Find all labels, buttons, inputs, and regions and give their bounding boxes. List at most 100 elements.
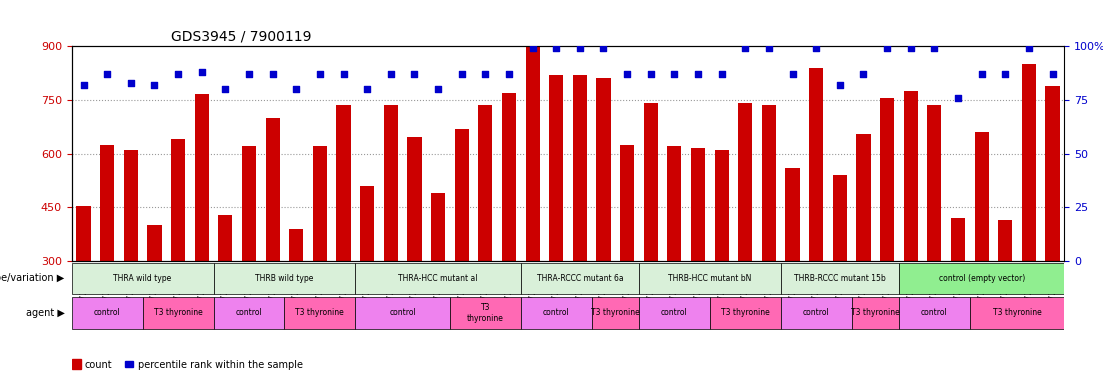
Point — [737, 45, 754, 51]
FancyBboxPatch shape — [852, 297, 899, 328]
FancyBboxPatch shape — [355, 263, 521, 294]
Point — [689, 71, 707, 77]
Point — [760, 45, 778, 51]
FancyBboxPatch shape — [285, 297, 355, 328]
Bar — [856, 134, 870, 261]
Bar — [360, 186, 374, 261]
Text: control: control — [921, 308, 947, 318]
Point — [619, 71, 636, 77]
Bar — [100, 145, 115, 261]
Point — [784, 71, 802, 77]
Point — [855, 71, 872, 77]
Point — [500, 71, 517, 77]
Bar — [407, 137, 421, 261]
Bar — [572, 75, 587, 261]
Bar — [125, 361, 133, 367]
Text: T3
thyronine: T3 thyronine — [467, 303, 504, 323]
Bar — [785, 168, 800, 261]
Bar — [715, 150, 729, 261]
Point — [1043, 71, 1061, 77]
FancyBboxPatch shape — [781, 297, 852, 328]
Bar — [148, 225, 161, 261]
FancyBboxPatch shape — [899, 297, 970, 328]
Text: control: control — [236, 308, 263, 318]
Bar — [880, 98, 895, 261]
Point — [878, 45, 896, 51]
Text: THRA wild type: THRA wild type — [114, 274, 172, 283]
Bar — [525, 46, 539, 261]
Text: T3 thyronine: T3 thyronine — [721, 308, 770, 318]
Bar — [644, 103, 657, 261]
Point — [216, 86, 234, 92]
Point — [75, 82, 93, 88]
Point — [925, 45, 943, 51]
FancyBboxPatch shape — [214, 297, 285, 328]
Text: GDS3945 / 7900119: GDS3945 / 7900119 — [171, 30, 311, 43]
Text: control: control — [543, 308, 569, 318]
Bar — [762, 105, 777, 261]
FancyBboxPatch shape — [781, 263, 899, 294]
Bar — [384, 105, 398, 261]
Point — [831, 82, 848, 88]
Text: control: control — [803, 308, 829, 318]
FancyBboxPatch shape — [521, 297, 591, 328]
Point — [950, 94, 967, 101]
Text: T3 thyronine: T3 thyronine — [153, 308, 203, 318]
Point — [358, 86, 376, 92]
Point — [146, 82, 163, 88]
Bar — [549, 75, 564, 261]
FancyBboxPatch shape — [72, 297, 142, 328]
Bar — [124, 150, 138, 261]
Point — [193, 69, 211, 75]
Bar — [336, 105, 351, 261]
Point — [264, 71, 281, 77]
Text: control (empty vector): control (empty vector) — [939, 274, 1025, 283]
Point — [524, 45, 542, 51]
Point — [547, 45, 565, 51]
Text: control: control — [94, 308, 120, 318]
Point — [973, 71, 990, 77]
Text: THRB wild type: THRB wild type — [255, 274, 313, 283]
Bar — [1021, 64, 1036, 261]
Bar — [479, 105, 492, 261]
FancyBboxPatch shape — [142, 297, 214, 328]
Bar — [454, 129, 469, 261]
Bar — [218, 215, 233, 261]
Text: THRA-HCC mutant al: THRA-HCC mutant al — [398, 274, 478, 283]
Point — [311, 71, 329, 77]
Text: control: control — [661, 308, 688, 318]
Bar — [667, 146, 682, 261]
Text: T3 thyronine: T3 thyronine — [591, 308, 640, 318]
Bar — [810, 68, 823, 261]
Bar — [951, 218, 965, 261]
Text: T3 thyronine: T3 thyronine — [993, 308, 1041, 318]
Bar — [597, 78, 611, 261]
Bar — [502, 93, 516, 261]
Bar — [620, 145, 634, 261]
Bar — [690, 148, 705, 261]
Bar — [998, 220, 1013, 261]
FancyBboxPatch shape — [214, 263, 355, 294]
Point — [98, 71, 116, 77]
Bar — [833, 175, 847, 261]
Bar — [76, 205, 90, 261]
Bar — [903, 91, 918, 261]
Point — [334, 71, 352, 77]
Bar — [313, 146, 326, 261]
Bar — [266, 118, 280, 261]
FancyBboxPatch shape — [639, 263, 781, 294]
Point — [453, 71, 471, 77]
FancyBboxPatch shape — [899, 263, 1064, 294]
FancyBboxPatch shape — [450, 297, 521, 328]
FancyBboxPatch shape — [639, 297, 710, 328]
FancyBboxPatch shape — [710, 297, 781, 328]
Point — [169, 71, 186, 77]
Text: agent ▶: agent ▶ — [25, 308, 65, 318]
Point — [665, 71, 683, 77]
Bar — [289, 229, 303, 261]
Bar — [975, 132, 988, 261]
Point — [571, 45, 589, 51]
Bar — [242, 146, 256, 261]
Text: genotype/variation ▶: genotype/variation ▶ — [0, 273, 65, 283]
Point — [1020, 45, 1038, 51]
